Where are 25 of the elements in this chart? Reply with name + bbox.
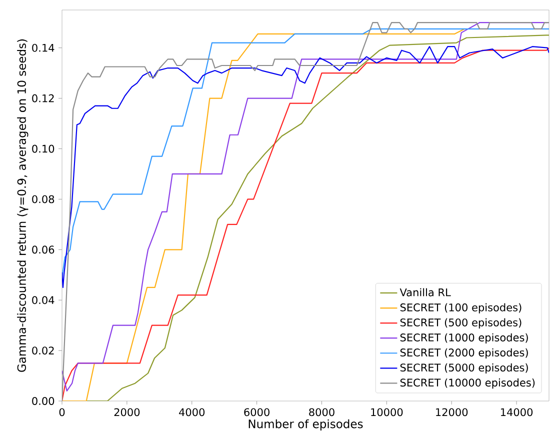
y-tick-label: 0.02: [32, 346, 54, 355]
y-tick-label: 0.06: [32, 246, 54, 254]
legend-label: SECRET (100 episodes): [400, 303, 522, 314]
y-tick-label: 0.12: [32, 94, 54, 102]
x-tick-label: 4000: [179, 408, 205, 416]
x-tick-label: 12000: [436, 408, 468, 416]
y-axis-title: Gamma-discounted return (γ=0.9, averaged on 10 seeds): [17, 39, 28, 372]
x-tick-label: 8000: [309, 408, 334, 416]
y-tick-label: 0.14: [32, 44, 54, 52]
legend-label: Vanilla RL: [400, 288, 451, 296]
legend-label: SECRET (5000 episodes): [400, 363, 528, 374]
y-tick-label: 0.08: [32, 195, 54, 204]
x-tick-label: 0: [59, 408, 65, 416]
x-tick-label: 6000: [244, 408, 270, 416]
legend-label: SECRET (10000 episodes): [400, 378, 535, 389]
x-tick-label: 2000: [114, 408, 140, 416]
y-tick-label: 0.00: [32, 397, 54, 405]
legend-label: SECRET (1000 episodes): [400, 333, 528, 344]
y-tick-label: 0.10: [32, 144, 54, 153]
x-tick-label: 10000: [371, 408, 403, 416]
y-tick-label: 0.04: [32, 296, 54, 304]
x-axis-title: Number of episodes: [248, 419, 363, 430]
legend-label: SECRET (2000 episodes): [400, 348, 528, 359]
x-tick-label: 14000: [500, 408, 533, 416]
legend-label: SECRET (500 episodes): [400, 318, 522, 328]
